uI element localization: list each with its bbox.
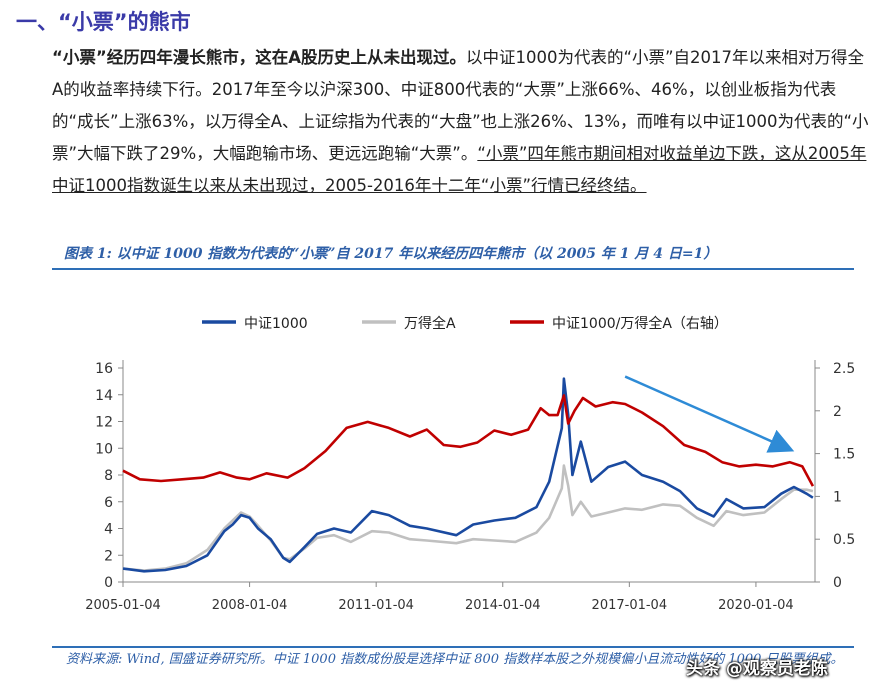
x-tick-label: 2020-01-04 bbox=[718, 598, 794, 613]
y-left-tick-label: 16 bbox=[95, 361, 113, 377]
paragraph-underlined: “小票”四年熊市期间相对收益单边下跌，这从2005年中证1000指数诞生以来从未… bbox=[52, 144, 867, 195]
y-left-tick-label: 2 bbox=[104, 548, 113, 564]
figure-source: 资料来源: Wind, 国盛证券研究所。中证 1000 指数成份股是选择中证 8… bbox=[66, 652, 844, 667]
y-left-tick-label: 6 bbox=[104, 495, 113, 511]
x-tick-label: 2017-01-04 bbox=[592, 598, 668, 613]
legend-label-1: 万得全A bbox=[404, 315, 456, 332]
series-line-2 bbox=[122, 394, 815, 487]
section-title: 一、“小票”的熊市 bbox=[16, 10, 191, 34]
y-left-tick-label: 4 bbox=[104, 522, 113, 538]
trend-arrow bbox=[624, 375, 795, 453]
y-right-tick-label: 2.5 bbox=[833, 361, 855, 377]
figure-title: 图表 1: 以中证 1000 指数为代表的“小票”自 2017 年以来经历四年熊… bbox=[64, 246, 718, 262]
figure-rule-top bbox=[52, 268, 854, 270]
figure-rule-bottom bbox=[52, 646, 854, 648]
body-paragraph: “小票”经历四年漫长熊市，这在A股历史上从未出现过。以中证1000为代表的“小票… bbox=[52, 42, 872, 202]
x-tick-label: 2005-01-04 bbox=[85, 598, 161, 613]
y-right-tick-label: 1 bbox=[833, 489, 842, 505]
paragraph-bold-lead: “小票”经历四年漫长熊市，这在A股历史上从未出现过。 bbox=[52, 48, 466, 67]
legend-label-0: 中证1000 bbox=[244, 316, 308, 332]
y-right-tick-label: 1.5 bbox=[833, 447, 855, 463]
y-left-tick-label: 14 bbox=[95, 388, 113, 404]
series-line-0 bbox=[122, 377, 814, 573]
paragraph-body: 以中证1000为代表的“小票”自2017年以来相对万得全A的收益率持续下行。20… bbox=[52, 48, 869, 163]
y-left-tick-label: 8 bbox=[104, 468, 113, 484]
y-left-tick-label: 10 bbox=[95, 441, 113, 457]
y-right-tick-label: 0 bbox=[833, 575, 842, 591]
x-tick-label: 2014-01-04 bbox=[465, 598, 541, 613]
y-left-tick-label: 12 bbox=[95, 415, 113, 431]
watermark: 头条 @观察员老陈 bbox=[686, 659, 828, 679]
y-left-tick-label: 0 bbox=[104, 575, 113, 591]
legend-label-2: 中证1000/万得全A（右轴） bbox=[552, 315, 728, 332]
series-line-1 bbox=[122, 464, 814, 572]
x-tick-label: 2008-01-04 bbox=[212, 598, 288, 613]
y-right-tick-label: 2 bbox=[833, 404, 842, 420]
x-tick-label: 2011-01-04 bbox=[338, 598, 414, 613]
y-right-tick-label: 0.5 bbox=[833, 532, 855, 548]
